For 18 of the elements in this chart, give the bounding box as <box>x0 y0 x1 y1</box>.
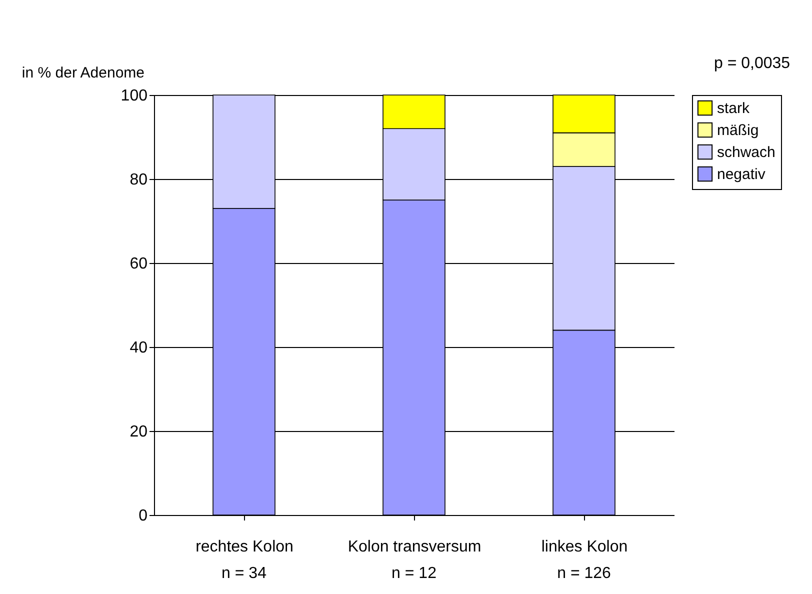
y-tick-label: 20 <box>130 424 148 440</box>
y-tick-label: 60 <box>130 256 148 272</box>
x-tick-label: Kolon transversum <box>348 538 482 556</box>
legend-label: stark <box>717 100 750 117</box>
text: p = 0,0035 <box>714 55 790 72</box>
text: n = 12 <box>392 565 437 582</box>
x-tick-label: rechtes Kolon <box>196 538 294 556</box>
y-tick-label: 100 <box>120 88 148 104</box>
y-tick-label: 40 <box>130 340 148 356</box>
text: n = 126 <box>557 565 612 582</box>
x-tick-label: linkes Kolon <box>541 538 628 556</box>
text: n = 34 <box>222 565 267 582</box>
y-axis-title: in % der Adenome <box>22 64 144 82</box>
legend-label: mäßig <box>717 122 759 139</box>
legend-label: negativ <box>717 166 766 183</box>
legend-label: schwach <box>717 144 776 161</box>
y-tick-label: 0 <box>138 508 148 524</box>
y-tick-label: 80 <box>130 172 148 188</box>
